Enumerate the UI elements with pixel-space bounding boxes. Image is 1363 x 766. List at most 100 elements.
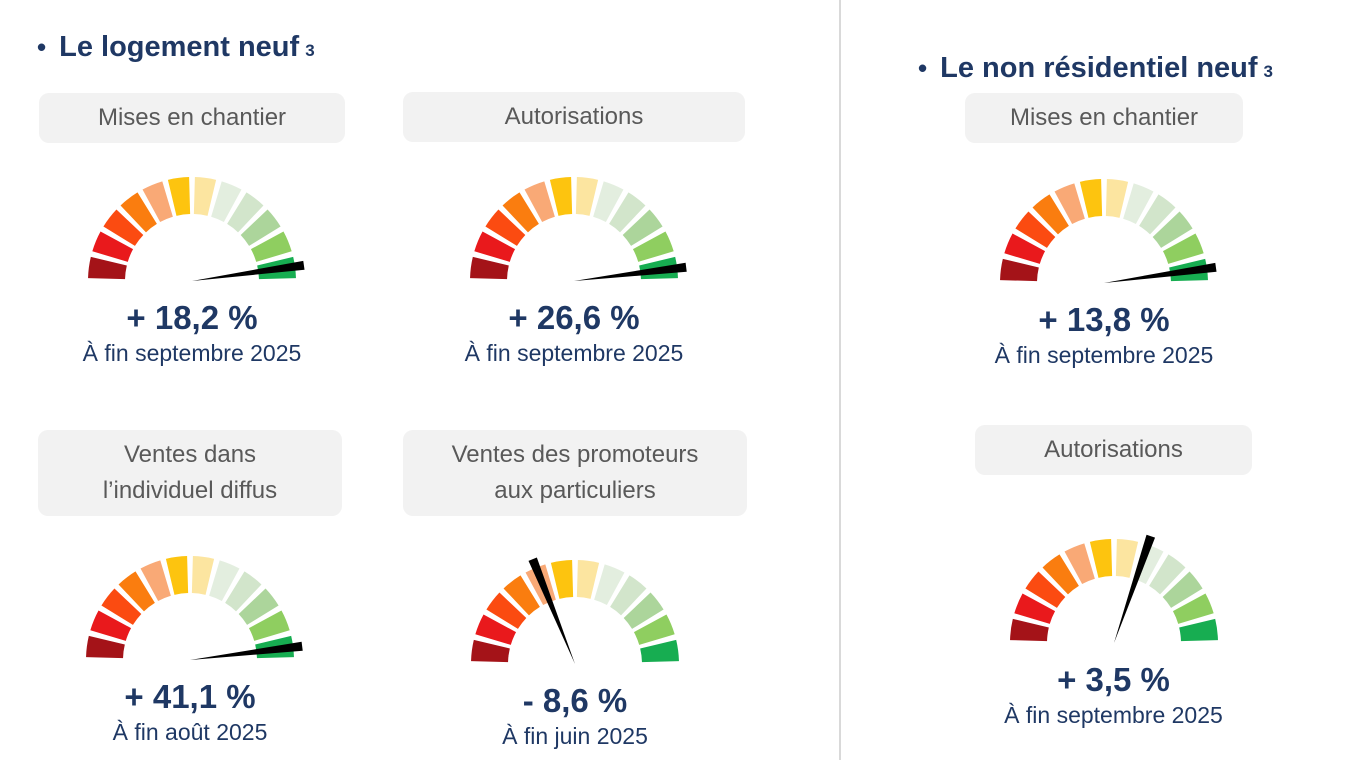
gauge-segment bbox=[471, 639, 510, 663]
gauge-needle bbox=[190, 641, 303, 660]
indicator-chip: Ventes des promoteurs aux particuliers bbox=[403, 430, 747, 516]
gauge-segment bbox=[633, 614, 675, 645]
gauge-card-logement-ventes-promoteurs: Ventes des promoteurs aux particuliers -… bbox=[403, 430, 747, 750]
gauge-segment bbox=[1032, 194, 1069, 235]
gauge-segment bbox=[225, 571, 262, 612]
indicator-chip: Ventes dans l’individuel diffus bbox=[38, 430, 342, 516]
gauge-chart bbox=[65, 544, 315, 672]
gauge-segment bbox=[1139, 194, 1176, 235]
gauge-card-non-residentiel-mises-en-chantier: Mises en chantier + 13,8 % À fin septemb… bbox=[965, 93, 1243, 369]
gauge-segment bbox=[167, 177, 191, 216]
gauge-chart bbox=[449, 165, 699, 293]
gauge-segment bbox=[622, 209, 663, 246]
gauge-segment bbox=[1152, 211, 1193, 248]
gauge-segment bbox=[211, 181, 242, 223]
gauge-card-logement-mises-en-chantier: Mises en chantier + 18,2 % À fin septemb… bbox=[39, 93, 345, 367]
footnote-ref: 3 bbox=[305, 41, 315, 60]
gauge-segment bbox=[470, 256, 509, 280]
gauge-dial bbox=[470, 177, 687, 281]
gauge-chart bbox=[67, 165, 317, 293]
gauge-chart bbox=[979, 167, 1229, 295]
section-title-text: Le logement neuf bbox=[59, 31, 300, 63]
gauge-segment bbox=[1089, 539, 1112, 578]
gauge-segment bbox=[593, 181, 624, 223]
gauge-value: + 3,5 % bbox=[1057, 661, 1170, 698]
section-title-text: Le non résidentiel neuf bbox=[940, 52, 1258, 84]
gauge-segment bbox=[118, 571, 155, 612]
gauge-segment bbox=[1064, 543, 1095, 585]
gauge-segment bbox=[88, 256, 127, 280]
gauge-segment bbox=[227, 192, 264, 233]
gauge-segment bbox=[92, 231, 134, 262]
gauge-segment bbox=[1123, 183, 1154, 225]
gauge-dial bbox=[88, 177, 305, 281]
bullet-icon: • bbox=[37, 32, 47, 62]
gauge-segment bbox=[86, 635, 125, 659]
gauge-segment bbox=[524, 181, 555, 223]
gauge-period: À fin juin 2025 bbox=[502, 723, 648, 749]
gauge-segment bbox=[101, 588, 142, 625]
gauge-needle bbox=[574, 262, 687, 281]
gauge-segment bbox=[1000, 258, 1039, 282]
gauge-segment bbox=[640, 639, 679, 663]
gauge-segment bbox=[575, 177, 599, 216]
gauge-segment bbox=[594, 564, 625, 606]
gauge-segment bbox=[1079, 179, 1103, 218]
gauge-segment bbox=[238, 588, 279, 625]
gauge-needle bbox=[1113, 534, 1155, 643]
gauge-chart bbox=[989, 527, 1239, 655]
indicator-chip: Autorisations bbox=[403, 92, 745, 142]
gauge-segment bbox=[120, 192, 157, 233]
gauge-value: + 26,6 % bbox=[508, 299, 640, 336]
gauge-segment bbox=[240, 209, 281, 246]
gauge-needle bbox=[528, 557, 575, 664]
gauge-needle bbox=[1104, 262, 1217, 283]
gauge-segment bbox=[1015, 211, 1056, 248]
gauge-segment bbox=[103, 209, 144, 246]
gauge-card-non-residentiel-autorisations: Autorisations + 3,5 % À fin septembre 20… bbox=[975, 425, 1252, 729]
gauge-period: À fin septembre 2025 bbox=[82, 340, 302, 366]
gauge-segment bbox=[475, 614, 517, 645]
gauge-segment bbox=[1013, 593, 1055, 624]
gauge-segment bbox=[140, 560, 171, 602]
gauge-segment bbox=[142, 181, 173, 223]
footnote-ref: 3 bbox=[1263, 62, 1274, 81]
gauge-segment bbox=[191, 556, 215, 595]
gauge-needle bbox=[192, 260, 305, 281]
gauge-period: À fin septembre 2025 bbox=[1004, 702, 1223, 728]
gauge-segment bbox=[1042, 554, 1079, 595]
gauge-dial bbox=[471, 557, 679, 664]
gauge-segment bbox=[1009, 618, 1049, 642]
gauge-period: À fin septembre 2025 bbox=[464, 340, 684, 366]
section-title-non-residentiel-neuf: • Le non résidentiel neuf 3 bbox=[918, 52, 1273, 85]
gauge-segment bbox=[165, 556, 189, 595]
gauge-value: - 8,6 % bbox=[522, 682, 628, 719]
gauge-segment bbox=[623, 592, 664, 629]
gauge-segment bbox=[503, 575, 540, 616]
gauge-segment bbox=[90, 610, 132, 641]
gauge-value: + 41,1 % bbox=[124, 678, 256, 715]
gauge-dial bbox=[86, 556, 303, 660]
gauge-segment bbox=[1178, 618, 1218, 642]
gauge-dial bbox=[1000, 179, 1217, 283]
gauge-dial bbox=[1009, 534, 1218, 643]
indicator-chip: Autorisations bbox=[975, 425, 1252, 475]
gauge-value: + 18,2 % bbox=[126, 299, 258, 336]
gauge-segment bbox=[248, 610, 290, 641]
section-title-logement-neuf: • Le logement neuf 3 bbox=[37, 31, 315, 64]
gauge-segment bbox=[1162, 233, 1204, 264]
gauge-segment bbox=[502, 192, 539, 233]
gauge-segment bbox=[610, 575, 647, 616]
gauge-card-logement-ventes-individuel-diffus: Ventes dans l’individuel diffus + 41,1 %… bbox=[38, 430, 342, 746]
gauge-period: À fin août 2025 bbox=[112, 719, 268, 745]
section-divider bbox=[839, 0, 841, 760]
gauge-period: À fin septembre 2025 bbox=[994, 342, 1214, 368]
bullet-icon: • bbox=[918, 53, 928, 83]
gauge-segment bbox=[549, 177, 573, 216]
gauge-segment bbox=[1004, 233, 1046, 264]
gauge-segment bbox=[609, 192, 646, 233]
gauge-segment bbox=[1054, 183, 1085, 225]
gauge-segment bbox=[1115, 539, 1138, 578]
gauge-segment bbox=[632, 231, 674, 262]
indicator-chip: Mises en chantier bbox=[965, 93, 1243, 143]
